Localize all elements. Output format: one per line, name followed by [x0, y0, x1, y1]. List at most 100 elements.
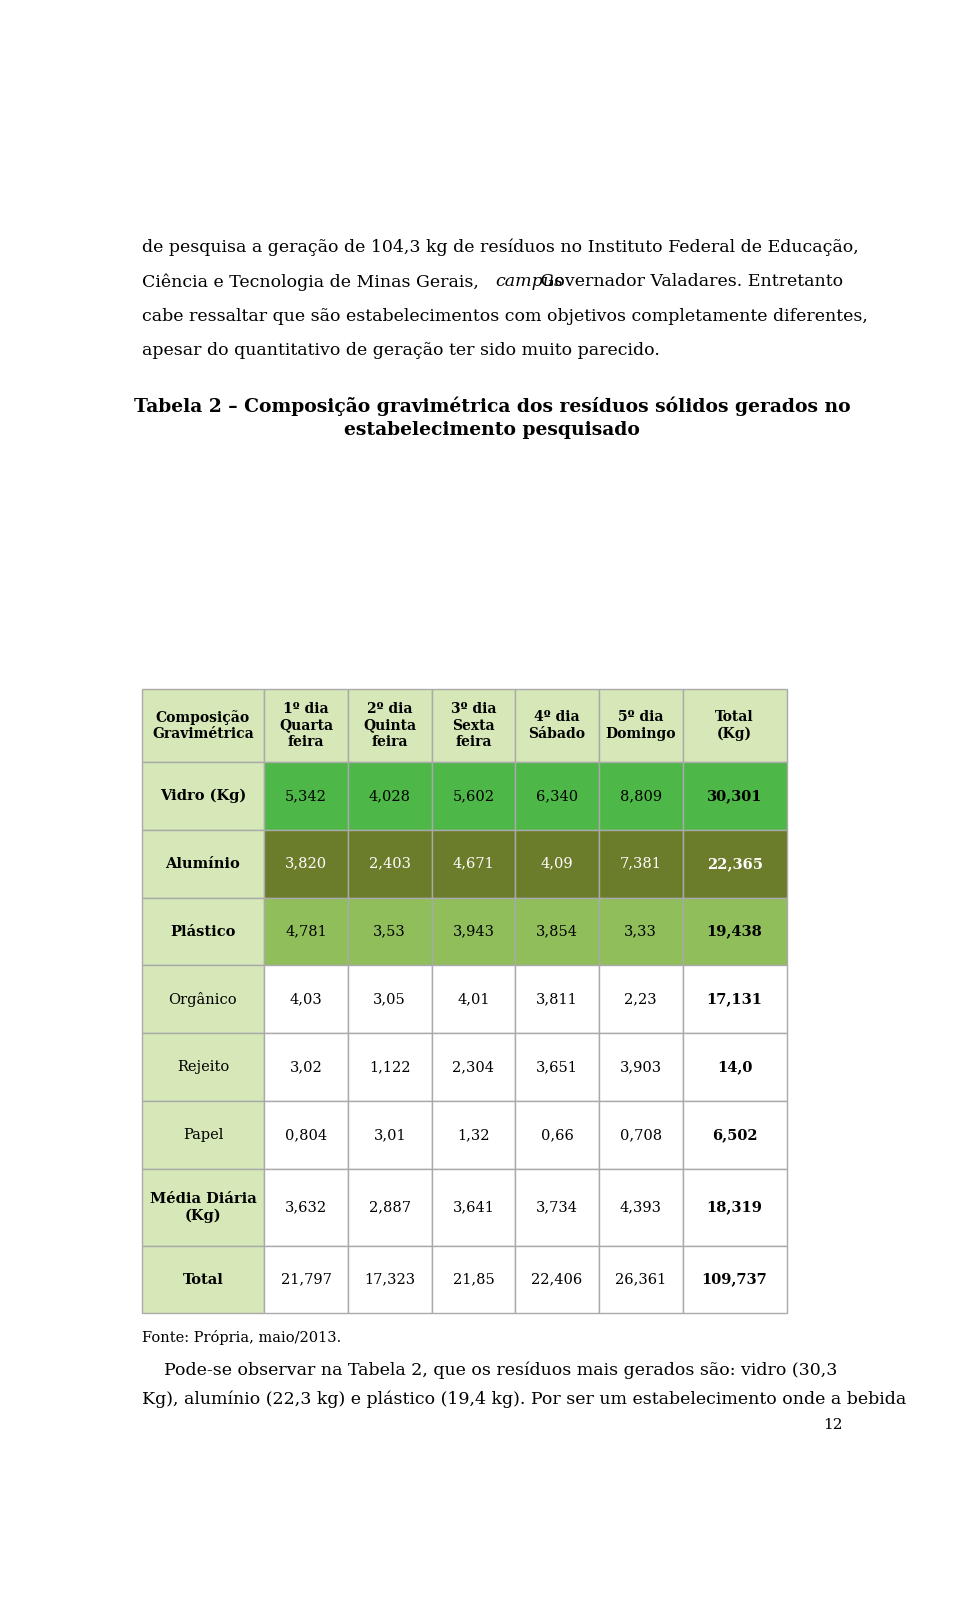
Text: 1,122: 1,122	[369, 1061, 411, 1074]
Text: 2,304: 2,304	[452, 1061, 494, 1074]
Text: Plástico: Plástico	[170, 925, 235, 939]
Bar	[516, 1033, 599, 1101]
Bar	[599, 965, 683, 1033]
Text: Tabela 2 – Composição gravimétrica dos resíduos sólidos gerados no: Tabela 2 – Composição gravimétrica dos r…	[133, 396, 851, 415]
Bar	[516, 762, 599, 830]
Bar	[348, 1246, 432, 1314]
Text: 3,33: 3,33	[624, 925, 658, 939]
Bar	[348, 830, 432, 897]
Text: Composição
Gravimétrica: Composição Gravimétrica	[152, 710, 253, 741]
Text: 109,737: 109,737	[702, 1273, 767, 1286]
Bar	[264, 1169, 348, 1246]
Bar	[264, 1101, 348, 1169]
Bar	[683, 1169, 786, 1246]
Text: 26,361: 26,361	[615, 1273, 666, 1286]
Bar	[516, 1101, 599, 1169]
Bar	[599, 762, 683, 830]
Bar	[142, 965, 264, 1033]
Text: 3,854: 3,854	[536, 925, 578, 939]
Text: 3,02: 3,02	[290, 1061, 323, 1074]
Text: Fonte: Própria, maio/2013.: Fonte: Própria, maio/2013.	[142, 1330, 341, 1345]
Text: 3,820: 3,820	[285, 856, 327, 871]
Text: 5º dia
Domingo: 5º dia Domingo	[606, 710, 676, 741]
Text: 4,01: 4,01	[457, 993, 490, 1006]
Bar	[432, 965, 516, 1033]
Bar	[264, 830, 348, 897]
Text: 1º dia
Quarta
feira: 1º dia Quarta feira	[279, 702, 333, 749]
Text: 4º dia
Sábado: 4º dia Sábado	[529, 710, 586, 741]
Bar	[599, 689, 683, 762]
Text: apesar do quantitativo de geração ter sido muito parecido.: apesar do quantitativo de geração ter si…	[142, 342, 660, 360]
Text: Kg), alumínio (22,3 kg) e plástico (19,4 kg). Por ser um estabelecimento onde a : Kg), alumínio (22,3 kg) e plástico (19,4…	[142, 1390, 906, 1408]
Bar	[348, 897, 432, 965]
Bar	[432, 1033, 516, 1101]
Bar	[142, 762, 264, 830]
Text: 21,797: 21,797	[280, 1273, 331, 1286]
Bar	[599, 1033, 683, 1101]
Bar	[142, 1101, 264, 1169]
Text: 4,781: 4,781	[285, 925, 326, 939]
Bar	[683, 1246, 786, 1314]
Text: 17,131: 17,131	[707, 993, 762, 1006]
Bar	[683, 689, 786, 762]
Text: 3º dia
Sexta
feira: 3º dia Sexta feira	[450, 702, 496, 749]
Text: 6,340: 6,340	[536, 788, 578, 803]
Bar	[264, 762, 348, 830]
Bar	[683, 1101, 786, 1169]
Bar	[264, 897, 348, 965]
Text: Ciência e Tecnologia de Minas Gerais,: Ciência e Tecnologia de Minas Gerais,	[142, 272, 484, 290]
Bar	[516, 1169, 599, 1246]
Text: 12: 12	[823, 1418, 842, 1432]
Bar	[432, 1169, 516, 1246]
Bar	[264, 689, 348, 762]
Text: Total: Total	[182, 1273, 224, 1286]
Text: 0,708: 0,708	[620, 1127, 661, 1142]
Bar	[348, 689, 432, 762]
Text: 4,671: 4,671	[452, 856, 494, 871]
Text: 3,05: 3,05	[373, 993, 406, 1006]
Bar	[348, 1033, 432, 1101]
Text: 22,365: 22,365	[707, 856, 762, 871]
Bar	[432, 689, 516, 762]
Text: Rejeito: Rejeito	[177, 1061, 229, 1074]
Bar	[142, 1246, 264, 1314]
Bar	[683, 1033, 786, 1101]
Bar	[348, 1169, 432, 1246]
Text: 3,01: 3,01	[373, 1127, 406, 1142]
Text: 2,23: 2,23	[625, 993, 657, 1006]
Bar	[683, 762, 786, 830]
Bar	[432, 1246, 516, 1314]
Bar	[142, 1169, 264, 1246]
Text: 3,632: 3,632	[285, 1200, 327, 1215]
Bar	[516, 689, 599, 762]
Text: Orgânico: Orgânico	[169, 991, 237, 1007]
Bar	[516, 897, 599, 965]
Bar	[516, 1246, 599, 1314]
Text: 22,406: 22,406	[532, 1273, 583, 1286]
Text: campus: campus	[495, 272, 563, 290]
Text: estabelecimento pesquisado: estabelecimento pesquisado	[344, 422, 640, 440]
Bar	[142, 830, 264, 897]
Text: 2º dia
Quinta
feira: 2º dia Quinta feira	[363, 702, 417, 749]
Text: 3,641: 3,641	[452, 1200, 494, 1215]
Text: Papel: Papel	[182, 1127, 223, 1142]
Text: 4,393: 4,393	[620, 1200, 661, 1215]
Text: Vidro (Kg): Vidro (Kg)	[159, 788, 246, 803]
Bar	[599, 1101, 683, 1169]
Text: 5,342: 5,342	[285, 788, 327, 803]
Bar	[683, 965, 786, 1033]
Bar	[142, 897, 264, 965]
Bar	[516, 965, 599, 1033]
Text: 2,887: 2,887	[369, 1200, 411, 1215]
Text: cabe ressaltar que são estabelecimentos com objetivos completamente diferentes,: cabe ressaltar que são estabelecimentos …	[142, 308, 868, 324]
Bar	[348, 1101, 432, 1169]
Bar	[516, 830, 599, 897]
Text: 3,943: 3,943	[452, 925, 494, 939]
Text: 3,734: 3,734	[536, 1200, 578, 1215]
Bar	[142, 1033, 264, 1101]
Text: 17,323: 17,323	[364, 1273, 416, 1286]
Text: 0,66: 0,66	[540, 1127, 573, 1142]
Text: 0,804: 0,804	[285, 1127, 327, 1142]
Bar	[599, 1169, 683, 1246]
Bar	[432, 897, 516, 965]
